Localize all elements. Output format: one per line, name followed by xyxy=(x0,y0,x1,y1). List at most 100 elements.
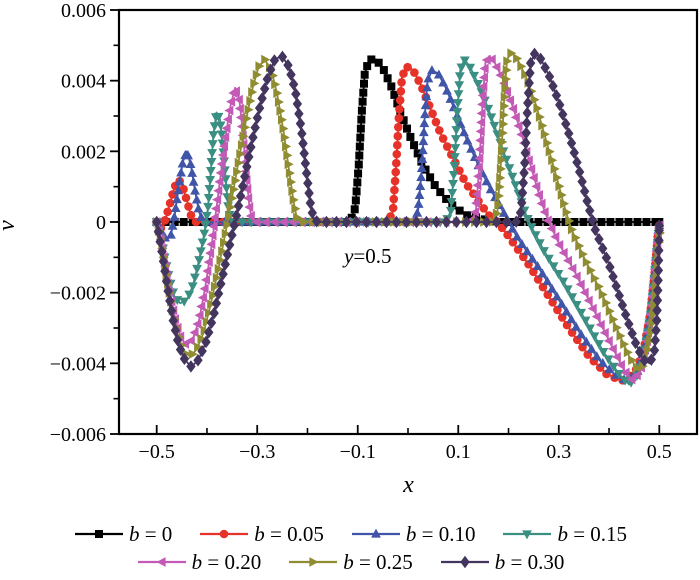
legend-row: b = 0.20 b = 0.25 b = 0.30 xyxy=(0,548,700,576)
data-point-marker xyxy=(287,177,297,187)
data-point-marker xyxy=(244,202,254,212)
data-point-marker xyxy=(224,105,234,116)
data-point-marker xyxy=(169,211,180,221)
data-point-marker xyxy=(252,111,263,125)
data-point-marker xyxy=(293,212,303,223)
data-point-marker xyxy=(188,176,199,186)
legend-item-b=0.25: b = 0.25 xyxy=(287,550,413,575)
data-point-marker xyxy=(203,257,213,267)
data-point-marker xyxy=(555,181,565,192)
data-point-marker xyxy=(517,238,527,248)
data-point-marker xyxy=(553,269,564,279)
data-point-marker xyxy=(463,182,473,191)
data-point-marker xyxy=(228,193,238,204)
data-point-marker xyxy=(558,277,569,287)
data-point-marker xyxy=(477,99,487,110)
data-point-marker xyxy=(233,166,243,177)
data-point-marker xyxy=(466,143,477,153)
data-point-marker xyxy=(489,121,500,131)
data-point-marker xyxy=(497,155,507,165)
data-point-marker xyxy=(371,215,382,229)
data-point-marker xyxy=(598,347,609,357)
data-point-marker xyxy=(413,198,424,208)
data-point-marker xyxy=(309,557,319,567)
data-point-marker xyxy=(391,158,401,168)
data-point-marker xyxy=(508,103,518,114)
data-point-marker xyxy=(298,137,308,150)
data-point-marker xyxy=(179,218,188,226)
data-point-marker xyxy=(190,185,200,195)
data-point-marker xyxy=(244,104,254,115)
data-point-marker xyxy=(356,133,365,142)
data-point-marker xyxy=(239,131,249,142)
data-point-marker xyxy=(383,74,392,83)
data-point-marker xyxy=(653,264,664,277)
data-point-marker xyxy=(582,257,592,268)
data-point-marker xyxy=(604,364,615,374)
data-point-marker xyxy=(250,78,260,89)
data-point-marker xyxy=(94,530,103,538)
data-point-marker xyxy=(556,298,567,308)
data-point-marker xyxy=(510,112,520,123)
data-point-marker xyxy=(418,136,429,146)
data-point-marker xyxy=(291,87,301,101)
data-point-marker xyxy=(524,76,534,90)
data-point-marker xyxy=(233,199,244,213)
data-point-marker xyxy=(471,215,482,229)
data-point-marker xyxy=(192,264,202,274)
data-point-marker xyxy=(216,130,227,140)
data-point-marker xyxy=(586,265,596,276)
data-point-marker xyxy=(218,267,228,281)
data-point-marker xyxy=(561,117,571,131)
data-point-marker xyxy=(494,190,504,201)
legend-item-b=0.20: b = 0.20 xyxy=(136,550,261,575)
data-point-marker xyxy=(525,66,535,80)
data-point-marker xyxy=(188,349,198,360)
data-point-marker xyxy=(269,217,279,227)
data-point-marker xyxy=(271,79,281,90)
data-point-marker xyxy=(237,218,248,228)
data-point-marker xyxy=(394,113,404,123)
data-point-marker xyxy=(563,255,573,266)
data-point-marker xyxy=(497,146,507,156)
data-point-marker xyxy=(243,193,253,204)
data-point-marker xyxy=(421,91,432,101)
data-point-marker xyxy=(450,144,461,154)
data-point-marker xyxy=(551,89,562,102)
data-point-marker xyxy=(481,55,491,65)
data-point-marker xyxy=(391,167,401,177)
data-point-marker xyxy=(543,138,553,148)
data-point-marker xyxy=(502,65,512,75)
data-point-marker xyxy=(416,163,427,173)
data-point-marker xyxy=(587,214,598,227)
y-tick-label: −0.006 xyxy=(50,424,106,446)
data-point-marker xyxy=(173,185,184,195)
data-point-marker xyxy=(503,230,512,240)
data-point-marker xyxy=(534,239,545,249)
y-tick-label: 0 xyxy=(96,212,106,234)
data-point-marker xyxy=(284,159,294,170)
data-point-marker xyxy=(586,343,597,353)
data-point-marker xyxy=(288,186,298,196)
data-point-marker xyxy=(211,297,222,310)
data-point-marker xyxy=(531,181,541,192)
data-point-marker xyxy=(639,354,650,367)
data-point-marker xyxy=(406,132,415,141)
data-point-marker xyxy=(410,68,419,77)
data-point-marker xyxy=(474,144,484,155)
data-point-marker xyxy=(360,70,369,79)
data-point-marker xyxy=(428,109,437,118)
data-point-marker xyxy=(220,132,230,143)
data-point-marker xyxy=(520,146,530,160)
legend-label: b = 0.25 xyxy=(343,549,413,574)
data-point-marker xyxy=(417,154,428,164)
data-point-marker xyxy=(451,117,462,127)
data-point-marker xyxy=(589,332,600,342)
data-point-marker xyxy=(654,244,664,257)
data-point-marker xyxy=(225,238,235,252)
data-point-marker xyxy=(530,94,540,105)
legend-marker-square-icon xyxy=(74,530,123,538)
data-point-marker xyxy=(452,108,463,118)
data-point-marker xyxy=(160,216,170,225)
data-point-marker xyxy=(615,218,624,226)
